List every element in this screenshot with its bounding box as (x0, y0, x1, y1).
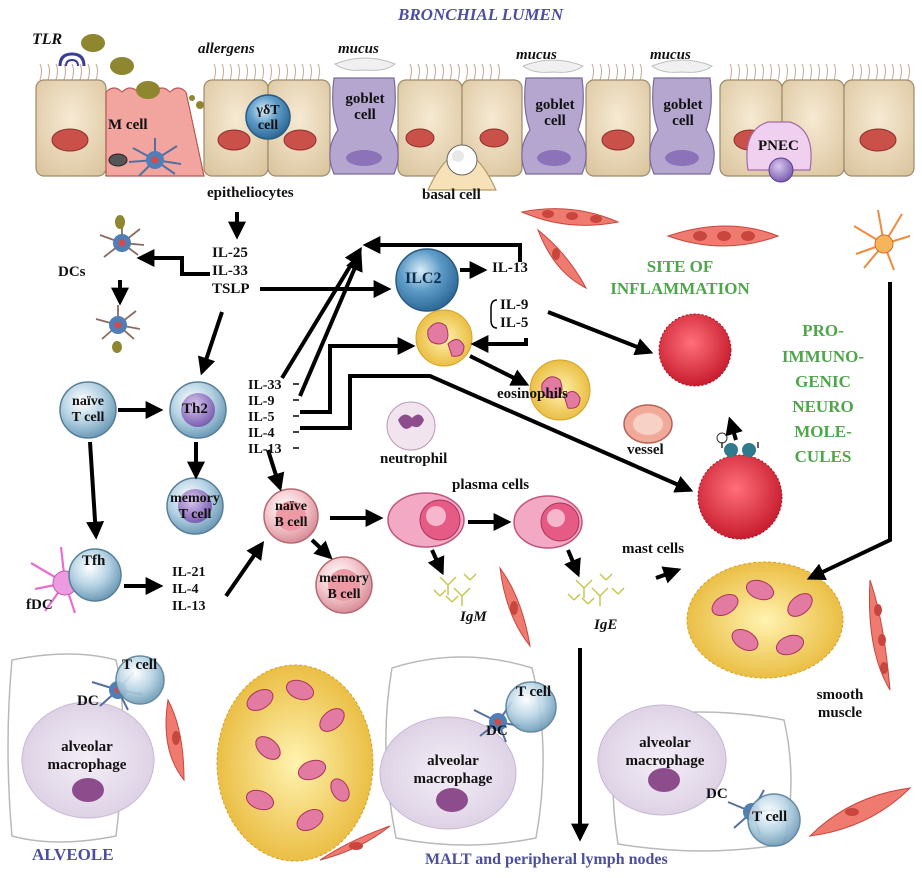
mast-cell-granules-icon (658, 313, 783, 540)
alveole-middle-t-cell-label: T cell (516, 684, 552, 700)
memory-b-cell-label-1: memory (319, 571, 369, 586)
goblet-cell-label-3: goblet cell (663, 97, 703, 129)
alveolar-dc-t-cell-pairs (91, 655, 801, 847)
alveolar-macrophage-left-line-1: alveolar (61, 739, 113, 755)
pro-immuno-line-4: NEURO (792, 397, 854, 416)
th2-label: Th2 (182, 401, 208, 417)
il5-label: IL-5 (500, 315, 529, 331)
mast-cells-label: mast cells (622, 541, 685, 557)
pro-immuno-line-3: GENIC (795, 372, 851, 391)
tfh-label: Tfh (82, 553, 106, 569)
smooth-muscle-label-1: smooth (816, 687, 864, 703)
pro-immuno-line-5: MOLE- (794, 422, 852, 441)
arrows (86, 212, 892, 842)
alveolar-macrophages (21, 701, 727, 830)
il33-label: IL-33 (212, 263, 248, 279)
neuron-icon (853, 209, 911, 271)
eosinophil-icons (415, 309, 591, 421)
tslp-label: TSLP (212, 281, 250, 297)
mucus-label-1: mucus (338, 41, 379, 57)
il25-label: IL-25 (212, 245, 248, 261)
ilc2-label: ILC2 (405, 270, 442, 287)
memory-t-cell-label-1: memory (170, 491, 220, 506)
eosinophils-label: eosinophils (497, 386, 568, 402)
th2-cytokine-il33: IL-33 (248, 378, 282, 393)
epitheliocytes-label: epitheliocytes (207, 185, 294, 201)
ige-label: IgE (594, 617, 618, 633)
memory-t-cell-label-2: T cell (178, 507, 212, 522)
mucus-label-3: mucus (650, 47, 691, 63)
goblet-cell-label-1: goblet cell (345, 91, 385, 123)
th2-cytokine-il4: IL-4 (248, 426, 275, 441)
alveole-middle-dc-label: DC (486, 723, 508, 739)
alveole-title: ALVEOLE (32, 845, 114, 864)
pro-immuno-line-6: CULES (794, 447, 852, 466)
naive-b-cell-icon (263, 488, 319, 544)
il13-top-label: IL-13 (492, 260, 528, 276)
pnec-label: PNEC (758, 138, 799, 154)
th2-cytokine-il13: IL-13 (248, 442, 282, 457)
brackets (293, 299, 498, 449)
tfh-cytokine-il4: IL-4 (172, 582, 199, 597)
neutrophil-icon (386, 401, 436, 451)
dcs-label: DCs (58, 264, 86, 280)
alveole-right-t-cell-label: T cell (752, 809, 788, 825)
site-of-inflammation-line-2: INFLAMMATION (610, 279, 750, 298)
alveolar-macrophage-right-line-1: alveolar (639, 735, 691, 751)
basal-cell-label: basal cell (422, 187, 481, 203)
th2-cytokine-il5: IL-5 (248, 410, 275, 425)
smooth-muscle-label-2: muscle (817, 705, 863, 721)
memory-b-cell-icon (315, 556, 373, 614)
alveole-left-dc-label: DC (77, 693, 99, 709)
naive-b-cell-label-2: B cell (274, 515, 308, 530)
naive-b-cell-label-1: naïve (275, 499, 307, 514)
ilc2-cell-icon (395, 248, 459, 312)
th2-cell-icon (169, 381, 227, 439)
alveolar-macrophage-middle-line-2: macrophage (413, 771, 493, 787)
il9-label: IL-9 (500, 297, 529, 313)
neutrophil-label: neutrophil (380, 451, 448, 467)
naive-t-cell-label-1: naïve (72, 394, 104, 409)
eosinophil-cluster-center (216, 664, 374, 862)
eosinophil-cluster-right (686, 561, 844, 679)
gd-t-cell-label: γδT cell (256, 103, 280, 133)
pro-immuno-line-2: IMMUNO- (781, 347, 865, 366)
tfh-cell-icon (30, 546, 122, 614)
malt-title: MALT and peripheral lymph nodes (425, 851, 668, 868)
fdc-label: fDC (26, 597, 53, 613)
th2-cytokine-il9: IL-9 (248, 394, 275, 409)
epithelium-row (35, 34, 915, 191)
mucus-label-2: mucus (516, 47, 557, 63)
igm-label: IgM (460, 609, 487, 625)
dendritic-cells-icon (95, 215, 145, 353)
alveolar-macrophage-middle-line-1: alveolar (427, 753, 479, 769)
goblet-cell-label-2: goblet cell (535, 97, 575, 129)
bronchial-lumen-title: BRONCHIAL LUMEN (398, 5, 564, 24)
alveole-right-dc-label: DC (706, 786, 728, 802)
tlr-label: TLR (32, 31, 63, 48)
antibody-icons (433, 573, 625, 606)
plasma-cell-icon (387, 492, 583, 549)
vessel-label: vessel (627, 442, 664, 458)
tfh-cytokine-il13: IL-13 (172, 599, 206, 614)
naive-t-cell-label-2: T cell (71, 410, 105, 425)
memory-b-cell-label-2: B cell (327, 587, 361, 602)
alveole-left (7, 653, 124, 843)
tfh-cytokine-il21: IL-21 (172, 565, 206, 580)
alveolar-macrophage-right-line-2: macrophage (625, 753, 705, 769)
plasma-cells-label: plasma cells (452, 477, 530, 493)
allergens-label: allergens (198, 41, 255, 57)
m-cell-label: M cell (108, 117, 148, 133)
pro-immuno-line-1: PRO- (802, 321, 844, 340)
vessel-icon (623, 404, 673, 444)
alveolar-macrophage-left-line-2: macrophage (47, 757, 127, 773)
naive-t-cell-icon (59, 381, 117, 439)
site-of-inflammation-line-1: SITE OF (646, 257, 714, 276)
alveole-left-t-cell-label: T cell (122, 657, 158, 673)
